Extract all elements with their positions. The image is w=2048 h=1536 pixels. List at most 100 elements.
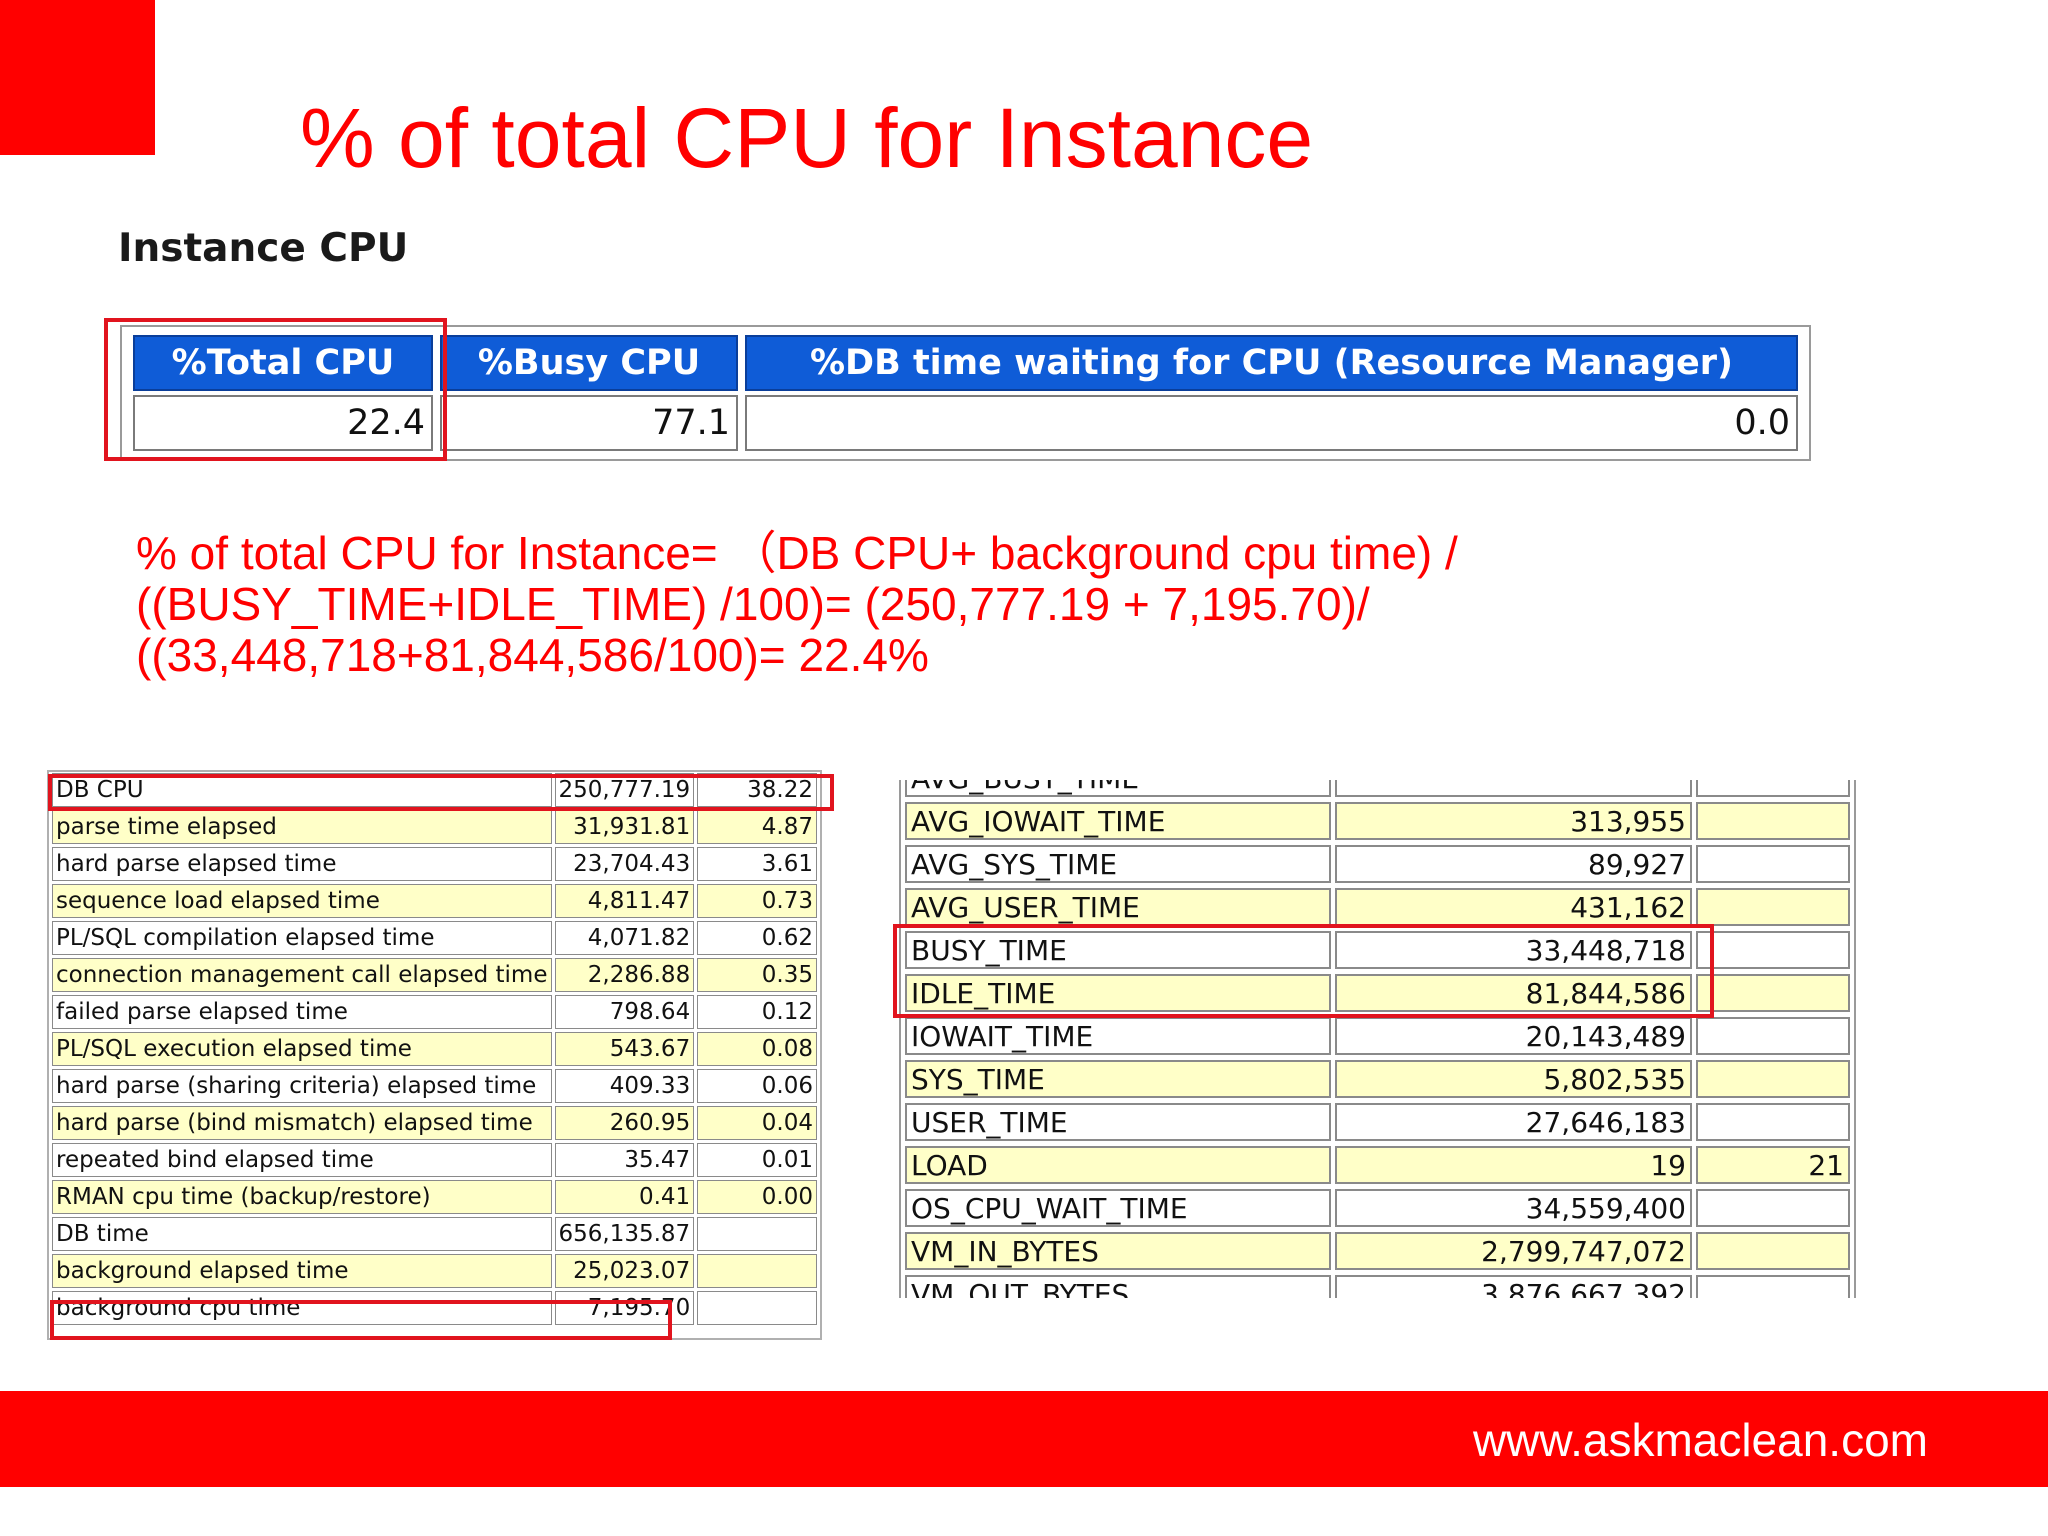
os-stat-value: 431,162 (1335, 888, 1692, 926)
stat-time: 250,777.19 (554, 773, 695, 807)
os-stat-extra (1696, 1103, 1850, 1141)
os-stat-value: 313,955 (1335, 802, 1692, 840)
stat-pct (697, 1254, 817, 1288)
table-row: AVG_USER_TIME 431,162 (905, 888, 1850, 926)
stat-time: 7,195.70 (554, 1291, 695, 1325)
header-busy-cpu: %Busy CPU (440, 335, 738, 391)
value-busy-cpu: 77.1 (440, 395, 738, 451)
stat-pct: 0.04 (697, 1106, 817, 1140)
os-stat-extra (1696, 845, 1850, 883)
table-row: RMAN cpu time (backup/restore) 0.41 0.00 (52, 1180, 817, 1214)
stat-name: background cpu time (52, 1291, 552, 1325)
stat-pct: 0.00 (697, 1180, 817, 1214)
os-stat-value: 89,927 (1335, 845, 1692, 883)
os-stat-extra (1696, 1017, 1850, 1055)
table-row: hard parse (bind mismatch) elapsed time 2… (52, 1106, 817, 1140)
table-row: AVG_BUSY_TIME (905, 780, 1850, 797)
formula-line-1: % of total CPU for Instance= （DB CPU+ ba… (136, 527, 1458, 579)
header-db-time-waiting: %DB time waiting for CPU (Resource Manag… (745, 335, 1798, 391)
table-row: hard parse elapsed time 23,704.43 3.61 (52, 847, 817, 881)
table-row: VM_OUT_BYTES 3,876,667,392 (905, 1275, 1850, 1298)
stat-time: 260.95 (554, 1106, 695, 1140)
stat-time: 35.47 (554, 1143, 695, 1177)
os-stat-name: AVG_SYS_TIME (905, 845, 1331, 883)
table-row: IOWAIT_TIME 20,143,489 (905, 1017, 1850, 1055)
os-stat-name: VM_IN_BYTES (905, 1232, 1331, 1270)
stat-pct: 0.73 (697, 884, 817, 918)
os-stat-extra (1696, 931, 1850, 969)
stat-pct: 0.62 (697, 921, 817, 955)
stat-name: PL/SQL execution elapsed time (52, 1032, 552, 1066)
os-stat-extra (1696, 888, 1850, 926)
stat-pct: 3.61 (697, 847, 817, 881)
os-stat-name: AVG_BUSY_TIME (905, 780, 1331, 797)
stat-time: 31,931.81 (554, 810, 695, 844)
stat-pct: 38.22 (697, 773, 817, 807)
stat-name: connection management call elapsed time (52, 958, 552, 992)
stat-name: hard parse elapsed time (52, 847, 552, 881)
stat-pct: 4.87 (697, 810, 817, 844)
table-row: LOAD 19 21 (905, 1146, 1850, 1184)
os-stat-extra (1696, 1275, 1850, 1298)
table-row: OS_CPU_WAIT_TIME 34,559,400 (905, 1189, 1850, 1227)
stat-pct (697, 1291, 817, 1325)
table-row: hard parse (sharing criteria) elapsed ti… (52, 1069, 817, 1103)
stat-pct: 0.06 (697, 1069, 817, 1103)
formula-line-3: ((33,448,718+81,844,586/100)= 22.4% (136, 629, 929, 681)
os-stat-value: 20,143,489 (1335, 1017, 1692, 1055)
os-stat-value: 81,844,586 (1335, 974, 1692, 1012)
os-stat-name: IOWAIT_TIME (905, 1017, 1331, 1055)
os-stat-name: AVG_IOWAIT_TIME (905, 802, 1331, 840)
table-row: parse time elapsed 31,931.81 4.87 (52, 810, 817, 844)
table-row: repeated bind elapsed time 35.47 0.01 (52, 1143, 817, 1177)
table-row: SYS_TIME 5,802,535 (905, 1060, 1850, 1098)
slide-title: % of total CPU for Instance (300, 91, 1314, 185)
value-total-cpu: 22.4 (133, 395, 433, 451)
instance-cpu-value-row: 22.4 77.1 0.0 (133, 395, 1798, 451)
stat-pct: 0.35 (697, 958, 817, 992)
instance-cpu-table: %Total CPU %Busy CPU %DB time waiting fo… (120, 325, 1811, 461)
stat-name: RMAN cpu time (backup/restore) (52, 1180, 552, 1214)
os-stat-name: VM_OUT_BYTES (905, 1275, 1331, 1298)
table-row: PL/SQL compilation elapsed time 4,071.82 0… (52, 921, 817, 955)
time-model-table: DB CPU 250,777.19 38.22 parse time elapsed… (47, 770, 822, 1340)
os-stat-value: 27,646,183 (1335, 1103, 1692, 1141)
stat-pct: 0.08 (697, 1032, 817, 1066)
stat-time: 543.67 (554, 1032, 695, 1066)
os-stat-value: 2,799,747,072 (1335, 1232, 1692, 1270)
table-row: AVG_IOWAIT_TIME 313,955 (905, 802, 1850, 840)
os-stat-name: IDLE_TIME (905, 974, 1331, 1012)
os-stat-name: BUSY_TIME (905, 931, 1331, 969)
os-stat-value: 5,802,535 (1335, 1060, 1692, 1098)
stat-name: PL/SQL compilation elapsed time (52, 921, 552, 955)
header-total-cpu: %Total CPU (133, 335, 433, 391)
stat-pct (697, 1217, 817, 1251)
table-row: AVG_SYS_TIME 89,927 (905, 845, 1850, 883)
stat-pct: 0.12 (697, 995, 817, 1029)
stat-time: 0.41 (554, 1180, 695, 1214)
os-stat-name: OS_CPU_WAIT_TIME (905, 1189, 1331, 1227)
table-row: DB time 656,135.87 (52, 1217, 817, 1251)
table-row: IDLE_TIME 81,844,586 (905, 974, 1850, 1012)
os-stat-extra (1696, 974, 1850, 1012)
stat-time: 798.64 (554, 995, 695, 1029)
os-stat-value: 34,559,400 (1335, 1189, 1692, 1227)
stat-name: background elapsed time (52, 1254, 552, 1288)
stat-time: 23,704.43 (554, 847, 695, 881)
stat-time: 4,811.47 (554, 884, 695, 918)
table-row: background cpu time 7,195.70 (52, 1291, 817, 1325)
os-stat-extra (1696, 1189, 1850, 1227)
os-stat-extra (1696, 1232, 1850, 1270)
table-row: failed parse elapsed time 798.64 0.12 (52, 995, 817, 1029)
os-stat-extra (1696, 802, 1850, 840)
os-stat-extra: 21 (1696, 1146, 1850, 1184)
stat-name: hard parse (bind mismatch) elapsed time (52, 1106, 552, 1140)
os-stat-value: 19 (1335, 1146, 1692, 1184)
stat-name: DB time (52, 1217, 552, 1251)
instance-cpu-header-row: %Total CPU %Busy CPU %DB time waiting fo… (133, 335, 1798, 391)
os-stat-name: SYS_TIME (905, 1060, 1331, 1098)
footer-url: www.askmaclean.com (1472, 1414, 1928, 1466)
instance-cpu-heading: Instance CPU (118, 226, 409, 271)
formula-text: % of total CPU for Instance= （DB CPU+ ba… (136, 528, 1458, 681)
